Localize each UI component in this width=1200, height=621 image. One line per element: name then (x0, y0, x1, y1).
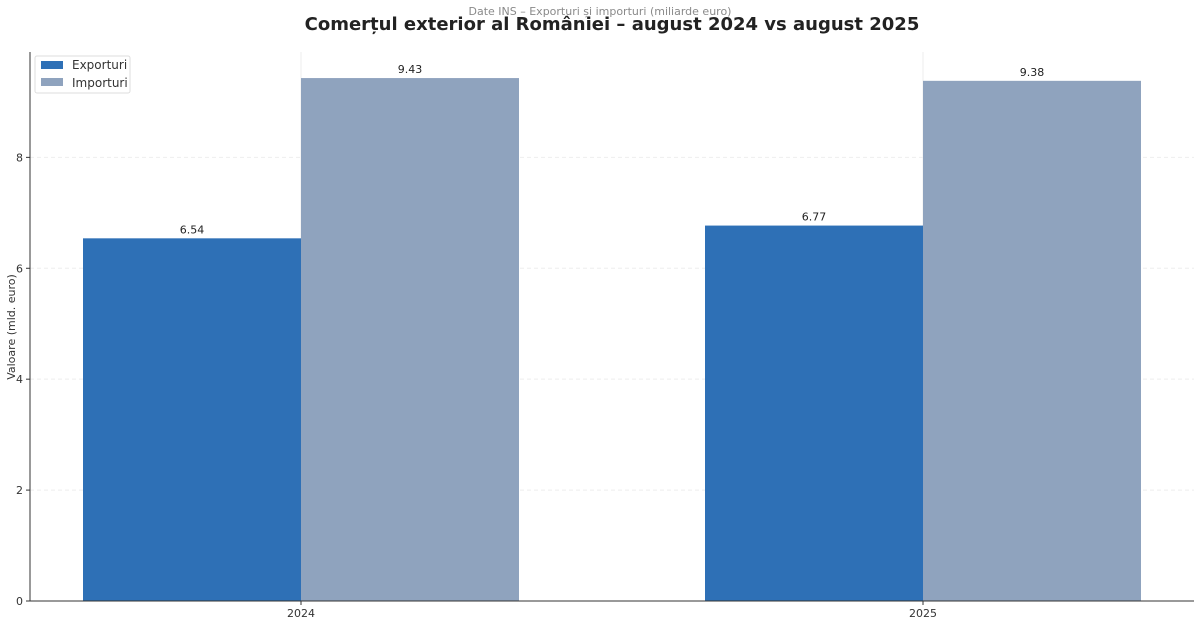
chart-title: Comerțul exterior al României – august 2… (305, 14, 920, 35)
y-tick-label-4: 4 (16, 373, 23, 386)
x-axis-ticks: 2024 2025 (287, 601, 937, 620)
x-tick-label-2025: 2025 (909, 607, 937, 620)
data-label-exporturi-2024: 6.54 (180, 223, 205, 236)
y-tick-label-0: 0 (16, 595, 23, 608)
x-tick-label-2024: 2024 (287, 607, 315, 620)
y-tick-label-6: 6 (16, 262, 23, 275)
legend-swatch-importuri (41, 78, 63, 86)
legend-label-exporturi: Exporturi (72, 58, 127, 72)
legend-swatch-exporturi (41, 61, 63, 69)
y-tick-label-8: 8 (16, 151, 23, 164)
y-axis-label: Valoare (mld. euro) (5, 274, 18, 380)
bar-importuri-2024 (301, 78, 519, 601)
data-label-importuri-2025: 9.38 (1020, 66, 1045, 79)
bar-importuri-2025 (923, 80, 1141, 601)
bar-exporturi-2024 (83, 238, 301, 601)
bars-group (83, 78, 1141, 601)
data-labels-group: 6.54 6.77 9.43 9.38 (180, 63, 1045, 236)
chart-subtitle: Date INS – Exporturi și importuri (milia… (469, 5, 732, 18)
data-label-importuri-2024: 9.43 (398, 63, 423, 76)
y-axis-ticks: 0 2 4 6 8 (16, 151, 30, 608)
legend-label-importuri: Importuri (72, 76, 128, 90)
y-tick-label-2: 2 (16, 484, 23, 497)
data-label-exporturi-2025: 6.77 (802, 211, 827, 224)
legend: Exporturi Importuri (34, 55, 131, 94)
bar-exporturi-2025 (705, 225, 923, 601)
